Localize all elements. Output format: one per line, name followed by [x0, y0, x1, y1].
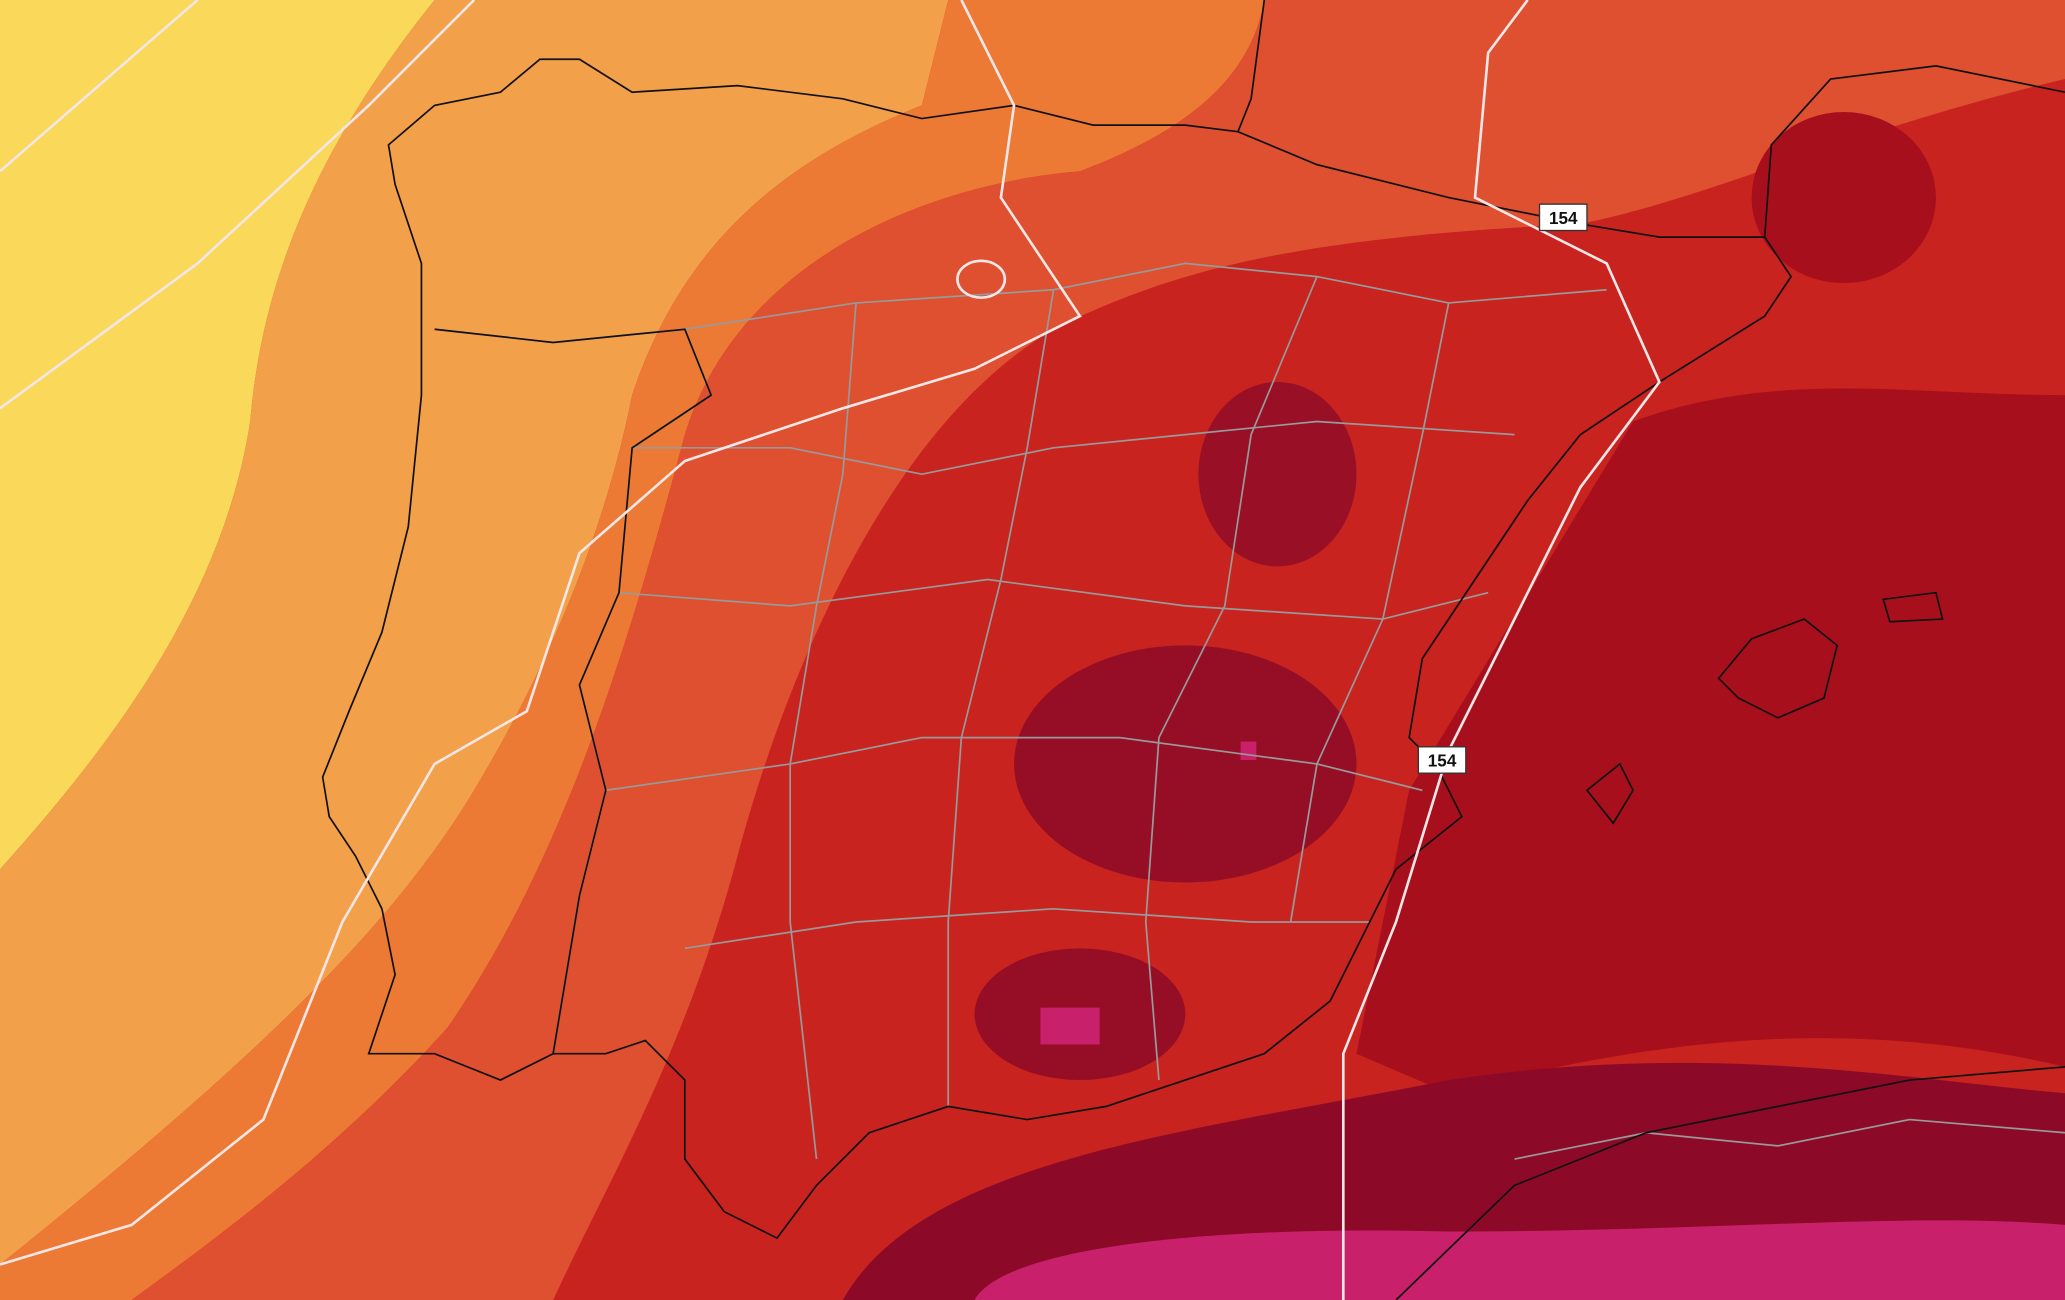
france-coast [1763, 64, 2065, 238]
isohypse-lines [0, 0, 1661, 1300]
band-maroon [1198, 381, 1357, 567]
contour-label-text: 154 [1428, 752, 1457, 771]
pink-spot [1240, 741, 1257, 760]
band-dark-red [1751, 111, 1936, 284]
menorca [1882, 591, 1944, 623]
border [618, 578, 1489, 620]
contour-label: 154 [1417, 746, 1467, 774]
isohypse [956, 259, 1007, 299]
band-orange [0, 0, 1265, 1300]
band-dark-red [1356, 388, 2065, 1094]
isohypse [0, 0, 199, 173]
isohypse [0, 0, 476, 410]
iberia-coast [321, 58, 1793, 1240]
border [632, 420, 1515, 476]
label-box [1417, 746, 1467, 774]
label-box [1538, 203, 1588, 232]
france-coast [1237, 0, 1266, 133]
coastline [321, 0, 2065, 1300]
border [1289, 302, 1450, 923]
isohypse [1341, 0, 1661, 1300]
border [1144, 276, 1318, 1081]
band-yellow [0, 0, 435, 870]
ibiza [1585, 762, 1635, 825]
border [605, 736, 1423, 792]
band-maroon [1014, 645, 1357, 883]
isohypse [0, 0, 1082, 1266]
contour-label: 154 [1538, 203, 1588, 232]
border [947, 289, 1055, 1107]
border [789, 302, 857, 1160]
band-light-orange [0, 0, 949, 1265]
band-pink [974, 1220, 2065, 1300]
band-red-orange [131, 0, 2065, 1300]
contour-label-text: 154 [1549, 209, 1578, 228]
pink-spot [1040, 1007, 1100, 1045]
africa-coast [1395, 1066, 2065, 1300]
border [1514, 1118, 2065, 1160]
portugal-border [434, 328, 713, 1054]
mallorca [1717, 618, 1839, 719]
